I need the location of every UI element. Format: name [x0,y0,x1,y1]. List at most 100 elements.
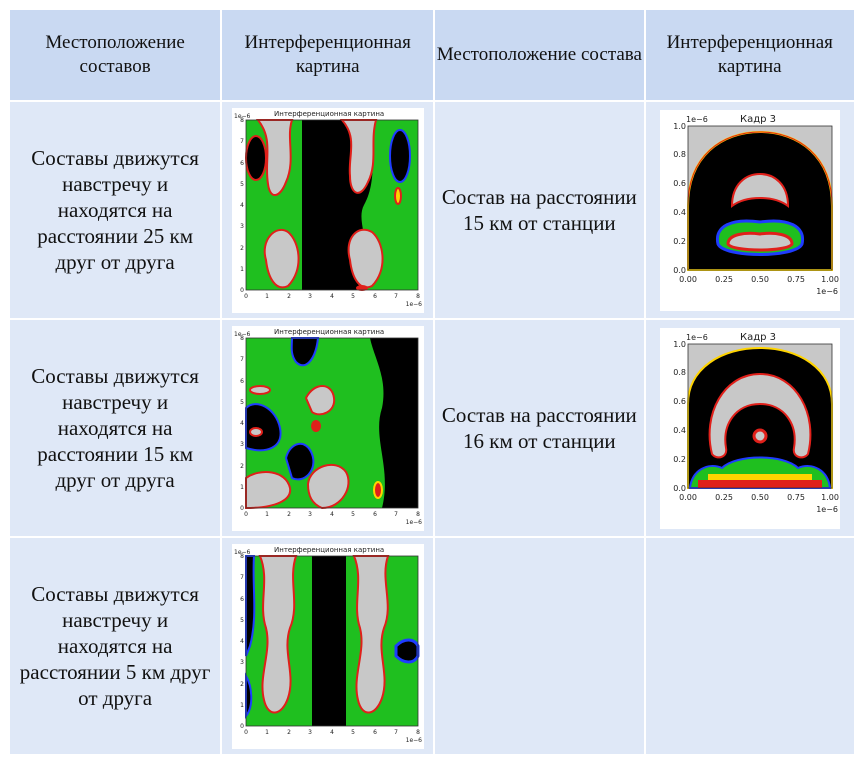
plot-cell: Кадр 3 1e−6 0.0 0.2 [645,320,854,536]
y-tick: 4 [240,420,244,427]
y-tick: 0.8 [673,368,686,377]
y-tick: 5 [240,617,244,624]
y-tick: 0.2 [673,237,686,246]
row-description [435,538,644,754]
header-row: Местоположение составов Интерференционна… [10,10,854,100]
y-tick: 0.4 [673,208,686,217]
y-tick: 7 [240,574,244,581]
empty-plot-cell [645,538,854,754]
plot-scale-x: 1e−6 [816,287,838,296]
x-tick: 2 [287,511,291,518]
row-description-text: Состав на расстоянии 15 км от станции [441,185,637,235]
plot-cell: Интерференционная картина 1e−6 [222,320,434,536]
plot-title: Интерференционная картина [274,110,384,118]
table-row: Составы движутся навстречу и находятся н… [10,102,854,318]
y-tick: 0 [240,505,244,512]
y-tick: 8 [240,117,244,124]
plot-title: Кадр 3 [740,332,776,343]
y-tick: 1 [240,266,244,273]
y-tick: 3 [240,223,244,230]
plot-scale-y: 1e−6 [686,115,708,124]
plot-cell: Кадр 3 1e−6 0.0 0.2 0.4 [645,102,854,318]
x-tick: 7 [394,293,398,300]
x-tick: 4 [330,729,334,736]
y-tick: 7 [240,138,244,145]
y-tick: 1.0 [673,340,686,349]
table-row: Составы движутся навстречу и находятся н… [10,320,854,536]
header-cell: Местоположение составов [10,10,221,100]
header-cell: Интерференционная картина [222,10,434,100]
header-cell: Местоположение состава [435,10,644,100]
header-cell: Интерференционная картина [645,10,854,100]
interference-plot: Интерференционная картина 1e−6 0 [231,543,424,749]
x-tick: 6 [373,293,377,300]
x-tick: 4 [330,293,334,300]
row-description: Составы движутся навстречу и находятся н… [10,102,221,318]
interference-plot: Интерференционная картина 1e−6 [231,107,424,313]
frame-plot: Кадр 3 1e−6 0.0 0.2 0.4 [659,109,840,311]
table-row: Составы движутся навстречу и находятся н… [10,538,854,754]
plot-scale-y: 1e−6 [686,333,708,342]
x-tick: 4 [330,511,334,518]
frame-plot: Кадр 3 1e−6 0.0 0.2 [659,327,840,529]
x-tick: 0 [244,729,248,736]
x-tick: 5 [351,293,355,300]
y-tick: 0.6 [673,179,686,188]
x-tick: 1 [265,729,269,736]
x-tick: 5 [351,729,355,736]
y-tick: 1.0 [673,122,686,131]
x-tick: 0 [244,511,248,518]
plot-scale-y: 1e−6 [234,331,251,338]
x-tick: 8 [416,293,420,300]
interference-plot: Интерференционная картина 1e−6 [231,325,424,531]
x-tick: 3 [308,293,312,300]
plot-scale-x: 1e−6 [816,505,838,514]
y-tick: 6 [240,596,244,603]
y-tick: 1 [240,484,244,491]
y-tick: 4 [240,638,244,645]
y-tick: 8 [240,553,244,560]
y-tick: 2 [240,681,244,688]
row-description: Состав на расстоянии 16 км от станции [435,320,644,536]
y-tick: 2 [240,245,244,252]
x-tick: 3 [308,729,312,736]
plot-scale-x: 1e−6 [405,301,422,308]
x-tick: 0.00 [679,275,697,284]
x-tick: 7 [394,511,398,518]
x-tick: 6 [373,729,377,736]
plot-title: Интерференционная картина [274,546,384,554]
row-description: Составы движутся навстречу и находятся н… [10,538,221,754]
y-tick: 0 [240,723,244,730]
plot-cell: Интерференционная картина 1e−6 0 [222,538,434,754]
plot-scale-y: 1e−6 [234,549,251,556]
x-tick: 0.00 [679,493,697,502]
y-tick: 6 [240,160,244,167]
x-tick: 6 [373,511,377,518]
row-description-text: Составы движутся навстречу и находятся н… [31,364,199,492]
x-tick: 1.00 [821,493,839,502]
x-tick: 2 [287,293,291,300]
row-description: Состав на расстоянии 15 км от станции [435,102,644,318]
y-tick: 0.8 [673,150,686,159]
y-tick: 0.0 [673,484,686,493]
plot-title: Интерференционная картина [274,328,384,336]
y-tick: 0.2 [673,455,686,464]
y-tick: 2 [240,463,244,470]
y-tick: 0.6 [673,397,686,406]
plot-scale-y: 1e−6 [234,113,251,120]
row-description-text: Состав на расстоянии 16 км от станции [441,403,637,453]
x-tick: 0.75 [787,493,805,502]
x-tick: 5 [351,511,355,518]
plot-scale-x: 1e−6 [405,519,422,526]
x-tick: 1 [265,293,269,300]
x-tick: 3 [308,511,312,518]
x-tick: 0.25 [715,275,733,284]
y-tick: 7 [240,356,244,363]
x-tick: 1 [265,511,269,518]
y-tick: 0.0 [673,266,686,275]
x-tick: 0.25 [715,493,733,502]
y-tick: 5 [240,399,244,406]
x-tick: 2 [287,729,291,736]
plot-cell: Интерференционная картина 1e−6 [222,102,434,318]
x-tick: 0 [244,293,248,300]
